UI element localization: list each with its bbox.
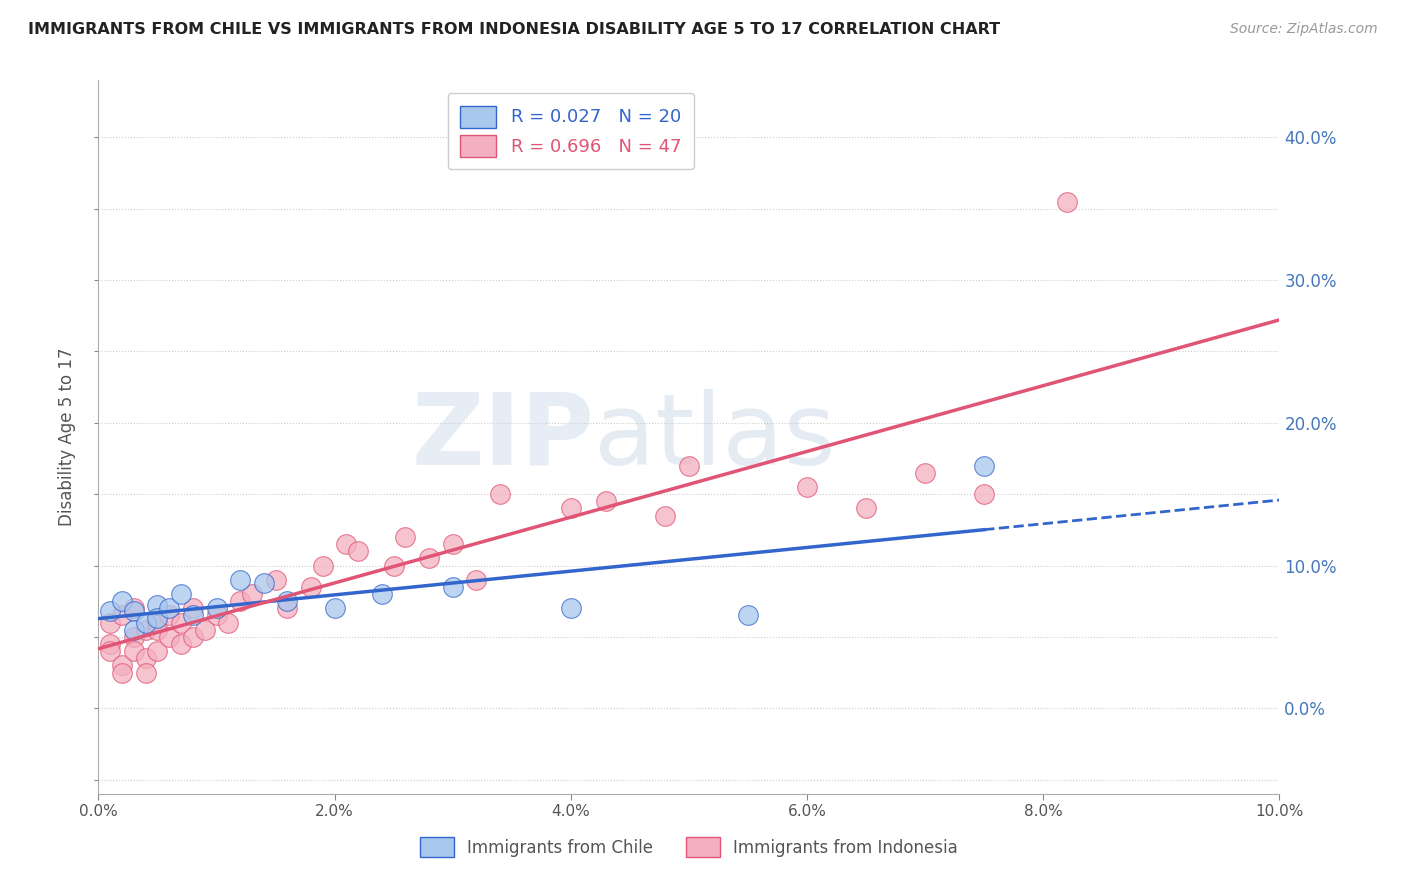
Text: Source: ZipAtlas.com: Source: ZipAtlas.com xyxy=(1230,22,1378,37)
Point xyxy=(157,608,180,623)
Point xyxy=(122,644,145,658)
Point xyxy=(98,615,121,630)
Point xyxy=(98,644,121,658)
Point xyxy=(205,601,228,615)
Point xyxy=(914,466,936,480)
Point xyxy=(796,480,818,494)
Point xyxy=(335,537,357,551)
Point xyxy=(394,530,416,544)
Point xyxy=(312,558,335,573)
Text: atlas: atlas xyxy=(595,389,837,485)
Point xyxy=(253,575,276,590)
Point xyxy=(181,601,204,615)
Point xyxy=(122,630,145,644)
Point xyxy=(1056,194,1078,209)
Point xyxy=(111,665,134,680)
Point xyxy=(194,623,217,637)
Point xyxy=(135,665,157,680)
Point xyxy=(595,494,617,508)
Point xyxy=(264,573,287,587)
Legend: Immigrants from Chile, Immigrants from Indonesia: Immigrants from Chile, Immigrants from I… xyxy=(413,830,965,864)
Point xyxy=(157,630,180,644)
Point xyxy=(217,615,239,630)
Point xyxy=(560,601,582,615)
Point xyxy=(737,608,759,623)
Point xyxy=(276,594,298,608)
Point xyxy=(240,587,263,601)
Point xyxy=(122,604,145,618)
Point xyxy=(382,558,405,573)
Point xyxy=(441,580,464,594)
Point xyxy=(98,637,121,651)
Point xyxy=(170,637,193,651)
Point xyxy=(371,587,394,601)
Point xyxy=(181,630,204,644)
Text: ZIP: ZIP xyxy=(412,389,595,485)
Point xyxy=(135,651,157,665)
Point xyxy=(146,644,169,658)
Point xyxy=(170,587,193,601)
Point xyxy=(323,601,346,615)
Point xyxy=(418,551,440,566)
Point xyxy=(973,487,995,501)
Point xyxy=(135,623,157,637)
Point xyxy=(111,608,134,623)
Point xyxy=(560,501,582,516)
Point xyxy=(973,458,995,473)
Point xyxy=(465,573,488,587)
Point xyxy=(146,611,169,625)
Point xyxy=(98,604,121,618)
Point xyxy=(146,623,169,637)
Point xyxy=(299,580,322,594)
Point xyxy=(146,599,169,613)
Point xyxy=(654,508,676,523)
Point xyxy=(157,601,180,615)
Point xyxy=(347,544,370,558)
Y-axis label: Disability Age 5 to 17: Disability Age 5 to 17 xyxy=(58,348,76,526)
Point xyxy=(276,601,298,615)
Point xyxy=(122,623,145,637)
Point xyxy=(146,615,169,630)
Point xyxy=(489,487,512,501)
Point xyxy=(122,601,145,615)
Point xyxy=(181,608,204,623)
Point xyxy=(111,594,134,608)
Text: IMMIGRANTS FROM CHILE VS IMMIGRANTS FROM INDONESIA DISABILITY AGE 5 TO 17 CORREL: IMMIGRANTS FROM CHILE VS IMMIGRANTS FROM… xyxy=(28,22,1000,37)
Point xyxy=(135,615,157,630)
Point xyxy=(170,615,193,630)
Point xyxy=(111,658,134,673)
Point xyxy=(205,608,228,623)
Point xyxy=(441,537,464,551)
Point xyxy=(229,594,252,608)
Point xyxy=(229,573,252,587)
Point xyxy=(855,501,877,516)
Point xyxy=(678,458,700,473)
